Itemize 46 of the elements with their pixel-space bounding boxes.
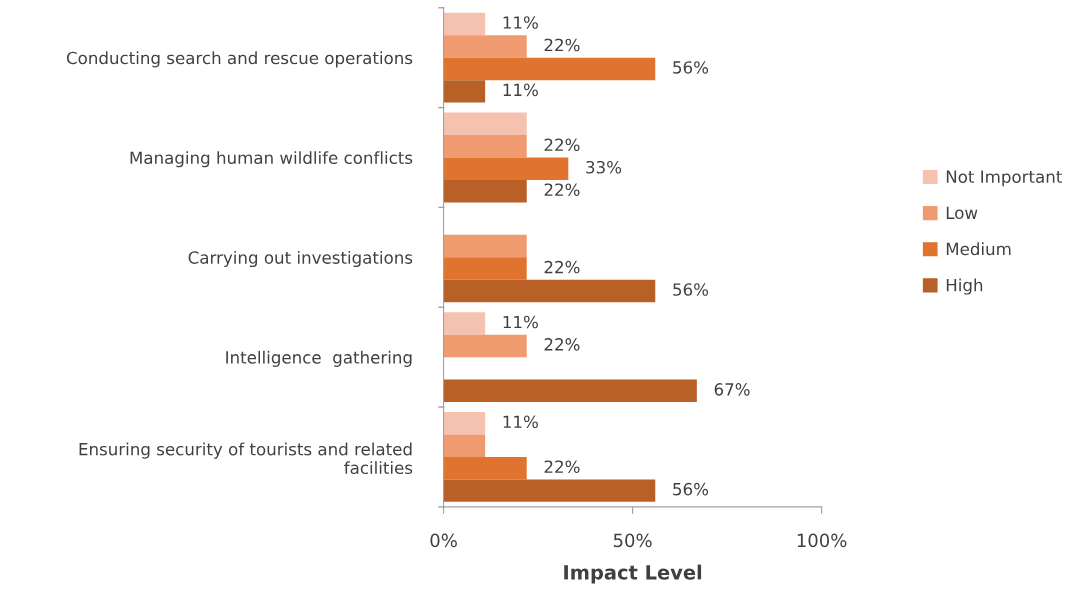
x-tick-label: 100% — [797, 533, 847, 548]
bar — [443, 57, 656, 81]
bar — [443, 412, 486, 435]
legend-label: Not Important — [946, 170, 1062, 187]
x-tick-label: 0% — [430, 533, 457, 548]
data-label: 11% — [503, 83, 538, 97]
data-label: 22% — [544, 183, 580, 197]
data-label: 11% — [503, 415, 538, 429]
data-label: 33% — [586, 160, 622, 174]
bar — [443, 80, 486, 103]
data-label: 56% — [673, 482, 709, 496]
y-tick-label: Conducting search and rescue operations — [66, 51, 413, 68]
bar — [443, 456, 527, 480]
bar — [443, 334, 527, 358]
data-label: 22% — [544, 138, 580, 152]
bar — [443, 312, 486, 335]
data-label: 11% — [503, 16, 538, 29]
bar — [443, 234, 527, 258]
y-tick-label: Intelligence gathering — [226, 350, 412, 367]
data-label: 22% — [544, 38, 580, 52]
bar — [443, 12, 486, 36]
bar — [443, 479, 656, 502]
bar — [443, 135, 527, 158]
y-tick-label: Carrying out investigations — [188, 250, 413, 268]
y-tick-label: Ensuring security of tourists and related facilities — [79, 442, 413, 475]
bar — [443, 257, 527, 280]
data-label: 67% — [714, 383, 750, 396]
x-axis-title: Impact Level — [564, 564, 702, 584]
x-tick-label: 50% — [613, 533, 652, 548]
data-label: 56% — [673, 283, 709, 296]
bar — [443, 112, 527, 136]
data-label: 56% — [673, 61, 709, 74]
legend-label: High — [946, 278, 983, 295]
bar — [443, 157, 569, 180]
data-label: 22% — [544, 338, 580, 351]
data-label: 22% — [544, 460, 580, 474]
bar — [443, 35, 527, 58]
bar — [443, 179, 527, 203]
bar — [443, 279, 656, 303]
legend-label: Low — [946, 206, 978, 220]
y-tick-label: Managing human wildlife conflicts — [130, 151, 413, 168]
bar — [443, 434, 486, 457]
bar — [443, 379, 697, 403]
data-label: 11% — [503, 315, 538, 329]
legend-label: Medium — [946, 242, 1011, 256]
data-label: 22% — [544, 260, 580, 274]
